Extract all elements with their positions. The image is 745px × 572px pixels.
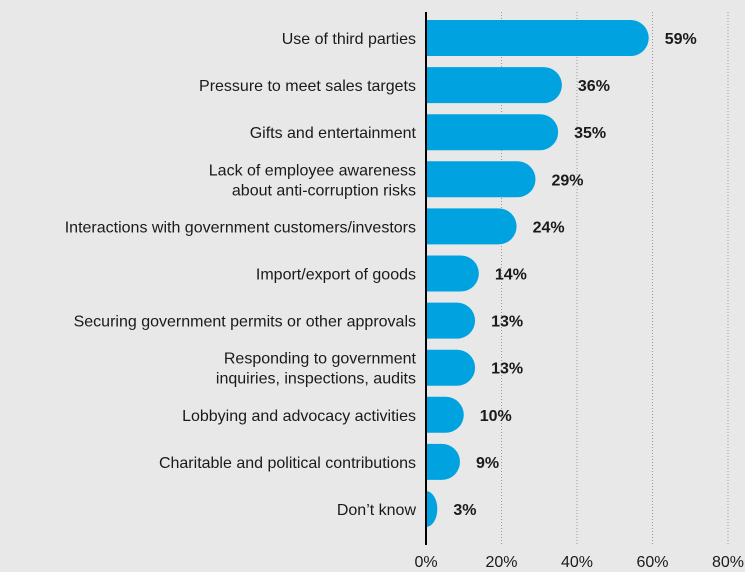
bar-10 [426,491,438,527]
category-label-line: Don’t know [337,502,417,519]
category-label-10: Don’t know [337,502,417,519]
bar-9 [426,443,460,480]
category-label-7: Responding to government inquiries, inspe… [216,351,417,388]
category-label-line: Interactions with government customers/i… [65,219,416,236]
category-labels: Use of third parties Pressure to meet sal… [65,31,417,519]
value-label-4: 24% [533,219,565,236]
value-label-10: 3% [453,502,476,519]
category-label-4: Interactions with government customers/i… [65,219,416,236]
value-label-3: 29% [551,172,583,189]
category-label-line: about anti-corruption risks [232,182,416,199]
x-tick-label-80: 80% [712,554,744,571]
value-labels: 59% 36% 35% 29% 24% 14% 13% 13% 10% 9% 3% [453,31,696,519]
category-label-line: Gifts and entertainment [250,125,417,142]
value-label-9: 9% [476,455,499,472]
x-tick-label-40: 40% [561,554,593,571]
bar-7 [426,349,476,386]
category-label-2: Gifts and entertainment [250,125,417,142]
category-label-3: Lack of employee awareness about anti-cor… [209,162,416,199]
bar-8 [426,396,464,433]
x-tick-labels: 0% 20% 40% 60% 80% [414,554,744,571]
value-label-2: 35% [574,125,606,142]
value-label-5: 14% [495,267,527,284]
bar-6 [426,302,476,339]
value-label-8: 10% [480,408,512,425]
category-label-line: Lack of employee awareness [209,162,416,179]
x-tick-label-0: 0% [414,554,437,571]
value-label-7: 13% [491,361,523,378]
x-tick-label-20: 20% [485,554,517,571]
bar-5 [426,255,479,292]
category-label-line: Responding to government [224,351,417,368]
bar-1 [426,67,562,104]
category-label-8: Lobbying and advocacy activities [182,408,416,425]
x-tick-label-60: 60% [636,554,668,571]
category-label-5: Import/export of goods [256,267,416,284]
value-label-0: 59% [665,31,697,48]
category-label-line: Pressure to meet sales targets [199,78,416,95]
category-label-1: Pressure to meet sales targets [199,78,416,95]
grid-lines [501,12,729,545]
value-label-6: 13% [491,314,523,331]
bar-3 [426,161,536,198]
bar-2 [426,114,559,151]
bar-0 [426,20,649,56]
bar-4 [426,208,517,245]
category-label-line: Import/export of goods [256,267,416,284]
category-label-9: Charitable and political contributions [159,455,416,472]
category-label-line: Securing government permits or other app… [74,314,416,331]
category-label-line: Use of third parties [282,31,416,48]
category-label-line: inquiries, inspections, audits [216,371,416,388]
bars [426,20,649,527]
category-label-0: Use of third parties [282,31,416,48]
category-label-6: Securing government permits or other app… [74,314,416,331]
value-label-1: 36% [578,78,610,95]
category-label-line: Lobbying and advocacy activities [182,408,416,425]
category-label-line: Charitable and political contributions [159,455,416,472]
